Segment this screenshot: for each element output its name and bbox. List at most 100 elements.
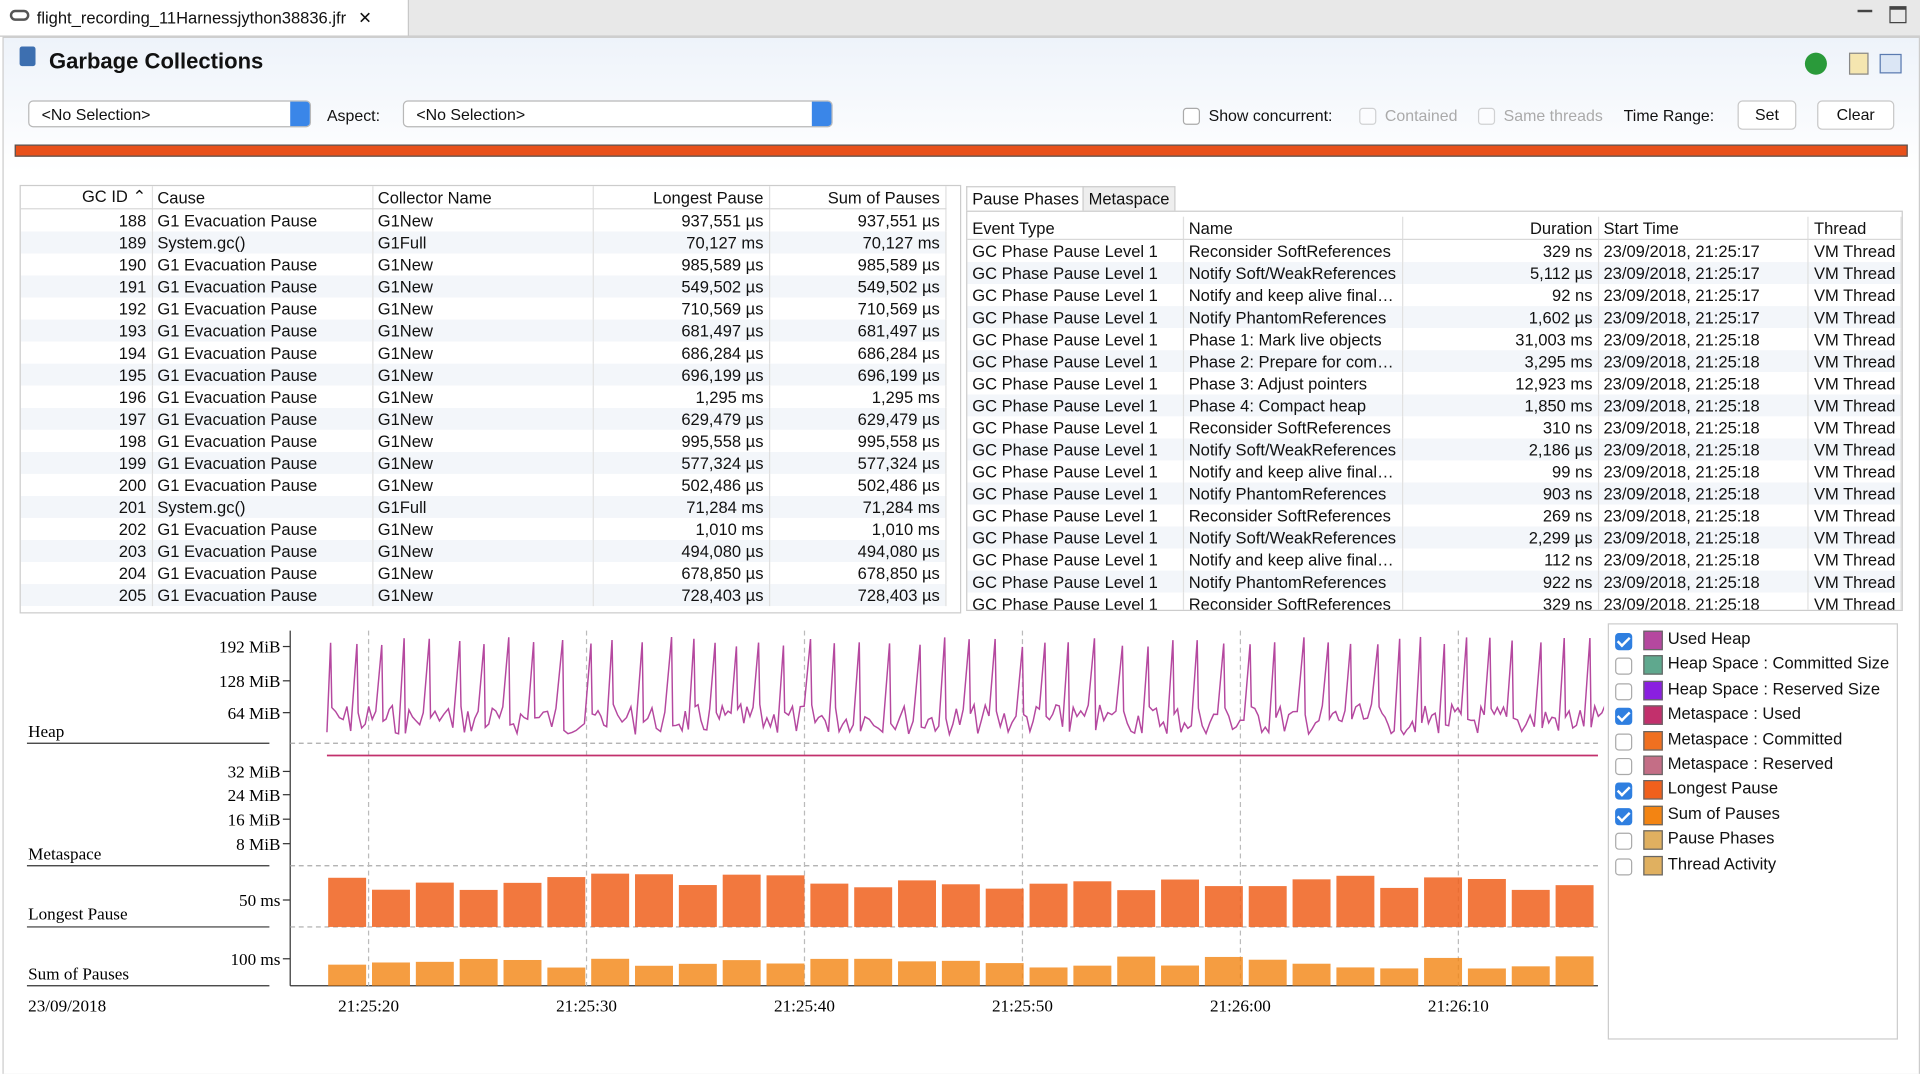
cell: G1Full — [372, 495, 594, 518]
table-row[interactable]: GC Phase Pause Level 1 Phase 1: Mark live… — [967, 328, 1902, 351]
set-button[interactable]: Set — [1737, 100, 1797, 130]
sum-pause-bar — [591, 958, 630, 986]
aspect-combo[interactable]: <No Selection> — [402, 100, 833, 128]
legend-swatch — [1643, 855, 1663, 876]
table-row[interactable]: 200 G1 Evacuation Pause G1New 502,486 µs 502… — [20, 473, 946, 496]
table-row[interactable]: 194 G1 Evacuation Pause G1New 686,284 µs 686… — [20, 341, 946, 364]
table-row[interactable]: 195 G1 Evacuation Pause G1New 696,199 µs 696… — [20, 363, 946, 386]
cell: GC Phase Pause Level 1 — [967, 328, 1184, 351]
clear-button[interactable]: Clear — [1817, 100, 1895, 130]
cell: G1 Evacuation Pause — [151, 385, 373, 408]
cell: GC Phase Pause Level 1 — [967, 460, 1184, 483]
cell: 92 ns — [1402, 284, 1599, 307]
table-row[interactable]: 196 G1 Evacuation Pause G1New 1,295 ms 1,295… — [20, 385, 946, 408]
table-row[interactable]: GC Phase Pause Level 1 Phase 2: Prepare f… — [967, 350, 1902, 373]
cell: Phase 4: Compact heap — [1183, 394, 1403, 417]
legend-checkbox[interactable] — [1615, 757, 1633, 776]
table-row[interactable]: GC Phase Pause Level 1 Notify Soft/WeakRe… — [967, 526, 1902, 549]
cell: 329 ns — [1402, 239, 1599, 263]
tab-metaspace[interactable]: Metaspace — [1082, 186, 1176, 211]
show-concurrent-checkbox[interactable] — [1182, 107, 1201, 125]
cell: GC Phase Pause Level 1 — [967, 350, 1184, 373]
table-row[interactable]: 192 G1 Evacuation Pause G1New 710,569 µs 710… — [20, 297, 946, 320]
longest-pause-bar — [810, 883, 849, 927]
table-icon[interactable] — [1879, 53, 1902, 74]
cell: G1 Evacuation Pause — [151, 540, 373, 563]
table-row[interactable]: 202 G1 Evacuation Pause G1New 1,010 ms 1,010… — [20, 517, 946, 541]
cell: VM Thread — [1808, 394, 1902, 417]
table-row[interactable]: 204 G1 Evacuation Pause G1New 678,850 µs 678… — [20, 562, 946, 585]
table-row[interactable]: GC Phase Pause Level 1 Reconsider SoftRef… — [967, 592, 1902, 610]
cell: 1,010 ms — [768, 517, 946, 541]
time-range-bar[interactable] — [14, 144, 1908, 157]
table-row[interactable]: 203 G1 Evacuation Pause G1New 494,080 µs 494… — [20, 540, 946, 563]
legend-checkbox[interactable] — [1615, 683, 1633, 701]
sum-pause-bar — [503, 959, 542, 986]
sum-pause-bar — [1336, 967, 1375, 986]
table-row[interactable]: GC Phase Pause Level 1 Notify and keep al… — [967, 460, 1902, 483]
cell: 23/09/2018, 21:25:18 — [1597, 416, 1810, 439]
tab-pause-phases[interactable]: Pause Phases — [966, 186, 1085, 211]
cell: Phase 1: Mark live objects — [1183, 328, 1403, 351]
sum-pause-bar — [1029, 967, 1068, 986]
cell: Notify PhantomReferences — [1183, 482, 1403, 505]
legend-checkbox[interactable] — [1615, 658, 1633, 676]
editor-tab[interactable]: flight_recording_11Harnessjython38836.jf… — [0, 0, 409, 36]
cell: 686,284 µs — [768, 341, 946, 364]
table-row[interactable]: 199 G1 Evacuation Pause G1New 577,324 µs 577… — [20, 451, 946, 474]
cell: G1New — [372, 385, 594, 408]
table-row[interactable]: 193 G1 Evacuation Pause G1New 681,497 µs 681… — [20, 319, 946, 342]
sum-pause-bar — [635, 965, 673, 986]
table-row[interactable]: 189 System.gc() G1Full 70,127 ms 70,127 ms — [20, 231, 946, 254]
table-row[interactable]: GC Phase Pause Level 1 Notify PhantomRefe… — [967, 482, 1902, 505]
table-row[interactable]: GC Phase Pause Level 1 Notify Soft/WeakRe… — [967, 262, 1902, 285]
table-row[interactable]: GC Phase Pause Level 1 Phase 4: Compact h… — [967, 394, 1902, 417]
table-row[interactable]: GC Phase Pause Level 1 Notify Soft/WeakRe… — [967, 438, 1902, 461]
cell: 23/09/2018, 21:25:17 — [1597, 284, 1810, 307]
table-row[interactable]: GC Phase Pause Level 1 Phase 3: Adjust po… — [967, 372, 1902, 395]
longest-pause-bar — [1204, 886, 1243, 927]
legend-label: Longest Pause — [1667, 779, 1779, 798]
legend-checkbox[interactable] — [1615, 782, 1633, 801]
table-row[interactable]: 190 G1 Evacuation Pause G1New 985,589 µs 985… — [20, 253, 946, 276]
table-row[interactable]: GC Phase Pause Level 1 Reconsider SoftRef… — [967, 239, 1902, 263]
legend-checkbox[interactable] — [1615, 832, 1633, 851]
table-row[interactable]: 205 G1 Evacuation Pause G1New 728,403 µs 728… — [20, 584, 946, 607]
cell: Reconsider SoftReferences — [1183, 239, 1403, 263]
sum-pause-bar — [1161, 965, 1200, 986]
table-row[interactable]: 188 G1 Evacuation Pause G1New 937,551 µs 937… — [20, 208, 946, 232]
x-tick-label: 21:26:00 — [1210, 996, 1271, 1015]
table-row[interactable]: GC Phase Pause Level 1 Reconsider SoftRef… — [967, 504, 1902, 527]
y-tick-label: 16 MiB — [228, 810, 281, 829]
cell: 201 — [20, 495, 153, 518]
table-row[interactable]: 198 G1 Evacuation Pause G1New 995,558 µs 995… — [20, 429, 946, 452]
combo-value: <No Selection> — [416, 105, 526, 124]
cell: 903 ns — [1402, 482, 1599, 505]
minimize[interactable] — [1857, 9, 1873, 13]
page-title: Garbage Collections — [48, 48, 264, 74]
legend-checkbox[interactable] — [1615, 807, 1633, 826]
longest-pause-bar — [591, 873, 630, 927]
lane-label: Heap — [28, 722, 64, 741]
table-row[interactable]: GC Phase Pause Level 1 Notify PhantomRefe… — [967, 570, 1902, 593]
legend-checkbox[interactable] — [1615, 633, 1633, 651]
table-row[interactable]: 191 G1 Evacuation Pause G1New 549,502 µs 549… — [20, 275, 946, 298]
edit-icon[interactable] — [1848, 52, 1869, 75]
cell: 1,295 ms — [768, 385, 946, 408]
cell: Notify Soft/WeakReferences — [1183, 526, 1403, 549]
table-row[interactable]: GC Phase Pause Level 1 Notify PhantomRefe… — [967, 306, 1902, 329]
cell: 1,295 ms — [592, 385, 770, 408]
table-row[interactable]: 197 G1 Evacuation Pause G1New 629,479 µs 629… — [20, 407, 946, 430]
legend-checkbox[interactable] — [1615, 732, 1633, 751]
column-header: GC ID ⌃ — [20, 186, 153, 210]
legend-checkbox[interactable] — [1615, 857, 1633, 876]
table-row[interactable]: GC Phase Pause Level 1 Notify and keep al… — [967, 548, 1902, 571]
selection-combo[interactable]: <No Selection> — [28, 100, 312, 128]
trash-icon — [19, 46, 36, 67]
maximize[interactable] — [1889, 6, 1907, 24]
table-row[interactable]: GC Phase Pause Level 1 Notify and keep al… — [967, 284, 1902, 307]
legend-checkbox[interactable] — [1615, 707, 1633, 726]
cell: Notify PhantomReferences — [1183, 306, 1403, 329]
table-row[interactable]: 201 System.gc() G1Full 71,284 ms 71,284 ms — [20, 495, 946, 518]
table-row[interactable]: GC Phase Pause Level 1 Reconsider SoftRef… — [967, 416, 1902, 439]
